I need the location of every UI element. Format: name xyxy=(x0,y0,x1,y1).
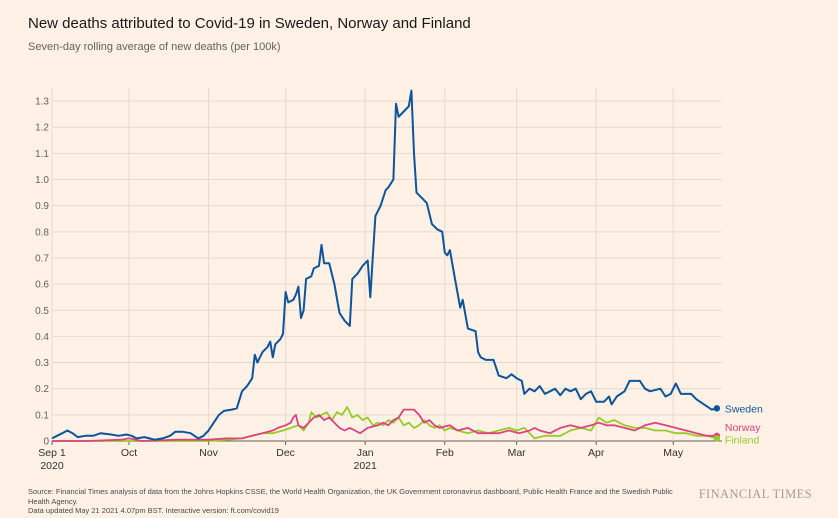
y-tick-label: 0.9 xyxy=(35,201,49,212)
finland-series-line xyxy=(52,406,718,442)
x-tick-sublabel: 2021 xyxy=(354,460,378,472)
sweden-series-line xyxy=(51,89,718,441)
x-tick-label: Oct xyxy=(121,447,137,459)
sweden-series-label: Sweden xyxy=(725,403,763,415)
sweden-end-dot xyxy=(713,405,721,412)
chart-subtitle: Seven-day rolling average of new deaths … xyxy=(28,41,281,53)
brand-logo: FINANCIAL TIMES xyxy=(698,487,812,501)
y-tick-label: 0.2 xyxy=(35,384,49,395)
x-tick-label: Sep 1 xyxy=(38,447,66,459)
y-tick-label: 1.1 xyxy=(35,149,49,160)
norway-series-label: Norway xyxy=(725,422,761,434)
x-tick-label: Mar xyxy=(508,447,527,459)
x-tick-label: Feb xyxy=(436,447,454,459)
y-tick-label: 0 xyxy=(43,437,49,448)
source-text: Source: Financial Times analysis of data… xyxy=(28,487,673,506)
y-tick-label: 0.8 xyxy=(35,227,49,238)
finland-end-dot xyxy=(713,435,721,442)
y-tick-label: 1.0 xyxy=(35,175,49,186)
finland-series-label: Finland xyxy=(725,434,760,446)
updated-text: Data updated May 21 2021 4.07pm BST. Int… xyxy=(28,506,279,515)
y-tick-label: 0.6 xyxy=(35,280,49,291)
y-tick-label: 0.5 xyxy=(35,306,49,317)
line-chart: 0 0.1 0.2 0.3 0.4 0.5 0.6 0.7 0.8 0.9 1.0 1.1 1.2 1.3… xyxy=(35,88,763,472)
y-tick-label: 1.3 xyxy=(35,97,49,108)
y-tick-label: 0.3 xyxy=(35,358,49,369)
y-tick-label: 0.7 xyxy=(35,253,49,264)
chart-title: New deaths attributed to Covid-19 in Swe… xyxy=(28,15,471,32)
y-tick-label: 0.4 xyxy=(35,332,49,343)
x-tick-label: May xyxy=(663,447,684,459)
x-tick-label: Dec xyxy=(276,447,295,459)
source-note: Source: Financial Times analysis of data… xyxy=(28,487,688,516)
x-tick-label: Apr xyxy=(588,447,605,459)
y-tick-label: 0.1 xyxy=(35,410,49,421)
norway-series-line xyxy=(52,408,717,442)
y-tick-label: 1.2 xyxy=(35,123,49,134)
x-tick-label: Jan xyxy=(357,447,374,459)
x-tick-label: Nov xyxy=(199,447,218,459)
x-tick-sublabel: 2020 xyxy=(40,460,64,472)
